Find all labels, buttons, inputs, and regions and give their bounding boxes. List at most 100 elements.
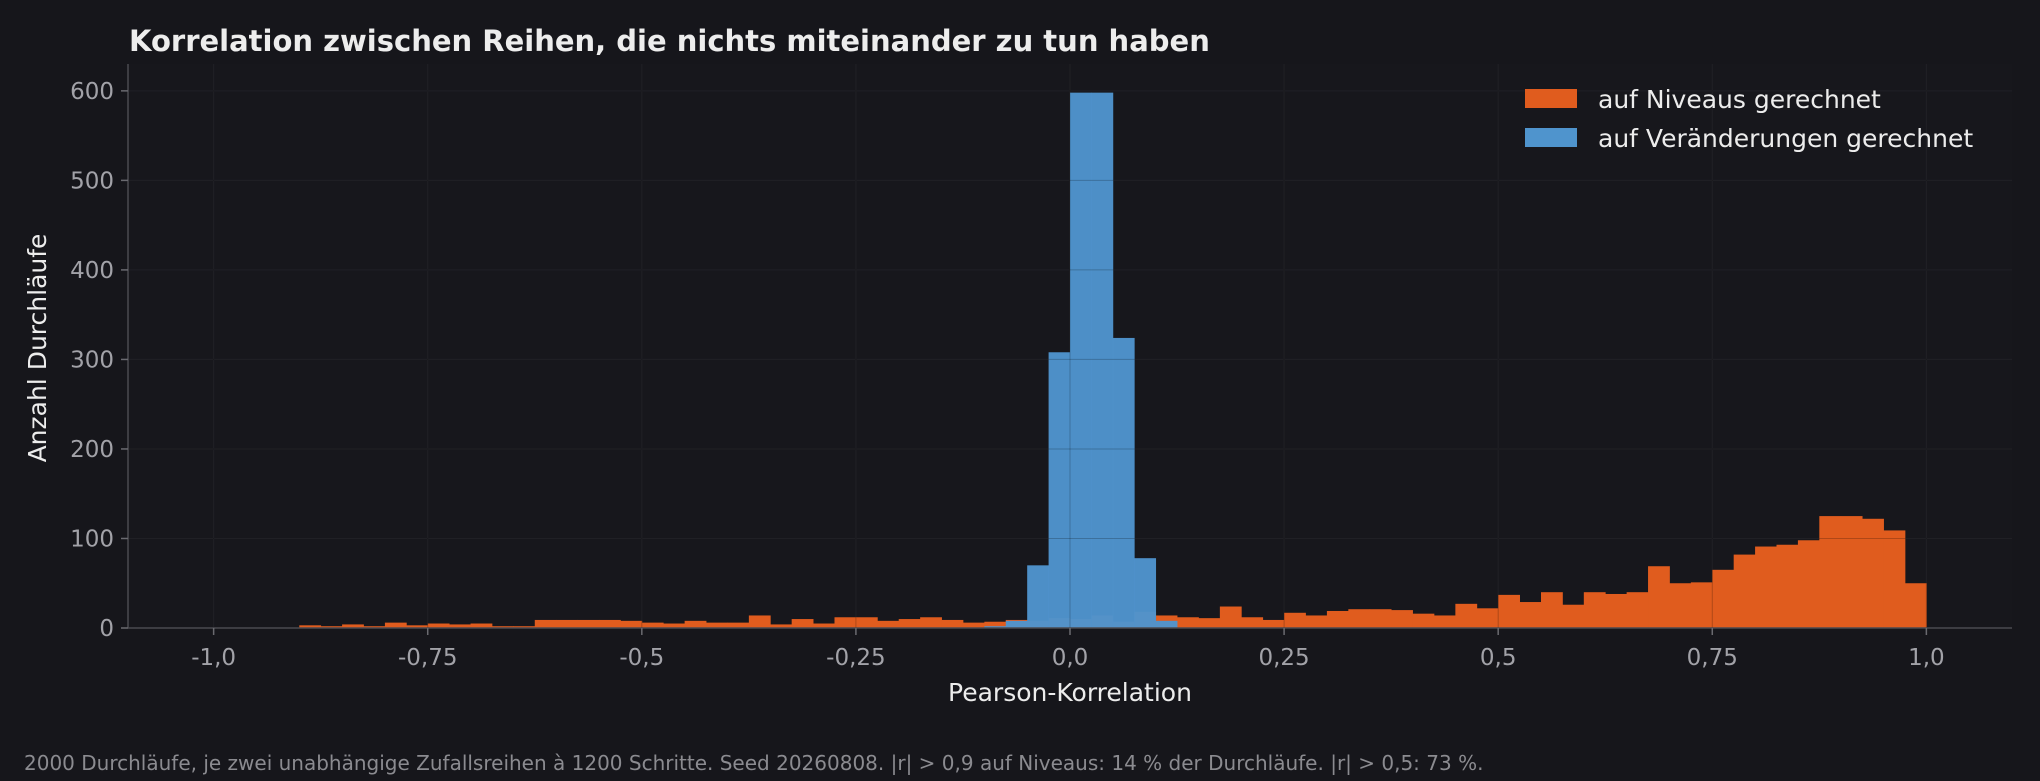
- bar-changes: [1112, 337, 1135, 628]
- bar-levels: [1562, 604, 1585, 628]
- bar-levels: [534, 619, 557, 628]
- bar-levels: [813, 623, 835, 628]
- x-tick-label: -0,25: [826, 645, 886, 671]
- bar-levels: [1433, 615, 1456, 628]
- bar-levels: [984, 621, 1007, 628]
- bar-levels: [641, 622, 664, 628]
- bar-levels: [727, 622, 750, 628]
- x-tick-label: 1,0: [1908, 645, 1945, 671]
- bar-levels: [342, 624, 364, 628]
- legend: auf Niveaus gerechnet auf Veränderungen …: [1525, 85, 1973, 153]
- bar-levels: [1648, 566, 1670, 628]
- y-tick-label: 600: [70, 79, 114, 105]
- bar-levels: [1605, 593, 1628, 628]
- y-tick-label: 200: [70, 437, 114, 463]
- bar-levels: [663, 623, 686, 628]
- bar-levels: [1391, 610, 1413, 628]
- x-tick-label: -0,75: [398, 645, 458, 671]
- bar-levels: [449, 624, 471, 628]
- bar-levels: [1498, 594, 1520, 628]
- bar-levels: [1284, 612, 1306, 628]
- bar-levels: [1198, 618, 1221, 628]
- bar-levels: [1690, 582, 1713, 628]
- y-axis-label: Anzahl Durchläufe: [23, 234, 52, 463]
- bar-levels: [1712, 569, 1735, 628]
- y-tick-label: 400: [70, 258, 114, 284]
- bar-levels: [1840, 516, 1863, 628]
- bar-levels: [1262, 619, 1285, 628]
- bar-levels: [491, 626, 514, 628]
- bar-levels: [1883, 530, 1906, 628]
- bar-levels: [748, 615, 771, 628]
- y-tick-label: 0: [99, 616, 114, 642]
- x-tick-label: -1,0: [191, 645, 236, 671]
- bar-levels: [1669, 583, 1692, 628]
- bar-levels: [1904, 583, 1927, 628]
- x-tick-label: 0,25: [1258, 645, 1309, 671]
- bar-levels: [1305, 615, 1328, 628]
- bar-levels: [427, 623, 450, 628]
- y-ticks: 0 100 200 300 400 500 600: [70, 79, 128, 642]
- y-tick-label: 500: [70, 168, 114, 194]
- bar-levels: [363, 626, 386, 628]
- y-tick-label: 100: [70, 526, 114, 552]
- bar-levels: [1476, 608, 1499, 628]
- bar-levels: [1326, 610, 1349, 628]
- bar-levels: [620, 620, 643, 628]
- bar-levels: [384, 622, 407, 628]
- legend-label-changes: auf Veränderungen gerechnet: [1598, 124, 1973, 153]
- bar-levels: [577, 619, 600, 628]
- bar-levels: [1177, 617, 1199, 628]
- bar-levels: [877, 620, 900, 628]
- bar-levels: [1241, 617, 1264, 628]
- x-axis-label: Pearson-Korrelation: [948, 678, 1192, 707]
- bar-levels: [299, 625, 322, 628]
- bar-levels: [1412, 613, 1435, 628]
- chart-title: Korrelation zwischen Reihen, die nichts …: [129, 24, 1210, 58]
- bar-levels: [320, 626, 343, 628]
- bar-levels: [1519, 602, 1542, 628]
- bar-levels: [470, 623, 493, 628]
- bar-levels: [1219, 606, 1242, 628]
- bar-levels: [770, 624, 793, 628]
- footer-note: 2000 Durchläufe, je zwei unabhängige Zuf…: [24, 751, 1483, 775]
- bar-changes: [1048, 352, 1071, 628]
- bar-levels: [556, 619, 578, 628]
- bar-levels: [1541, 592, 1563, 628]
- bar-levels: [898, 619, 921, 628]
- bar-levels: [1755, 546, 1777, 628]
- bar-levels: [1455, 603, 1478, 628]
- bar-levels: [855, 617, 878, 628]
- bar-levels: [1348, 609, 1371, 628]
- bar-levels: [1819, 516, 1842, 628]
- bar-levels: [1797, 540, 1820, 628]
- bar-levels: [1369, 609, 1392, 628]
- bar-changes: [1027, 565, 1049, 628]
- x-tick-label: 0,0: [1052, 645, 1089, 671]
- bar-levels: [941, 619, 964, 628]
- bar-levels: [684, 620, 707, 628]
- bar-levels: [1626, 592, 1649, 628]
- bar-levels: [1776, 544, 1799, 628]
- bar-levels: [1733, 554, 1756, 628]
- legend-swatch-changes: [1525, 128, 1577, 147]
- series-changes: [984, 92, 1178, 628]
- x-ticks: -1,0 -0,75 -0,5 -0,25 0,0 0,25 0,5 0,75 1,0: [191, 628, 1945, 671]
- y-tick-label: 300: [70, 347, 114, 373]
- bar-changes: [1070, 92, 1092, 628]
- x-tick-label: 0,75: [1687, 645, 1738, 671]
- bar-levels: [513, 626, 536, 628]
- bar-changes: [1155, 620, 1178, 628]
- bar-levels: [599, 619, 621, 628]
- bar-changes: [1134, 558, 1157, 628]
- bar-levels: [791, 619, 814, 628]
- bar-levels: [920, 617, 942, 628]
- x-tick-label: 0,5: [1480, 645, 1517, 671]
- bar-levels: [962, 622, 985, 628]
- bar-levels: [834, 617, 857, 628]
- bar-levels: [1862, 518, 1884, 628]
- legend-swatch-levels: [1525, 89, 1577, 108]
- legend-label-levels: auf Niveaus gerechnet: [1598, 85, 1881, 114]
- x-tick-label: -0,5: [619, 645, 664, 671]
